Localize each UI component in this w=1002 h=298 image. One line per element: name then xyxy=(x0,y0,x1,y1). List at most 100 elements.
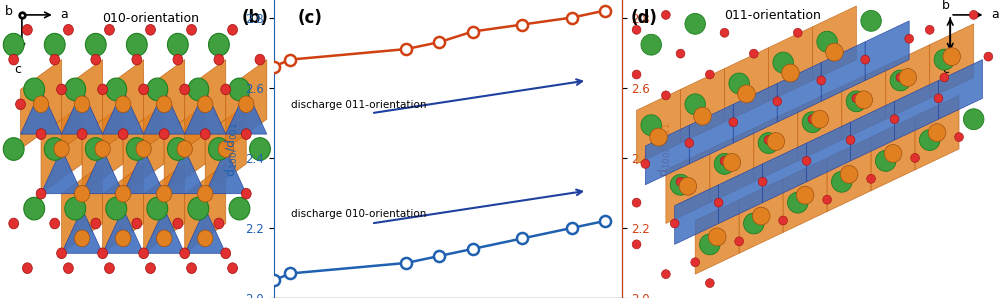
Circle shape xyxy=(54,141,69,157)
Circle shape xyxy=(831,171,851,192)
Circle shape xyxy=(44,33,65,56)
Circle shape xyxy=(208,138,229,160)
Circle shape xyxy=(704,70,713,79)
Circle shape xyxy=(115,96,130,113)
Circle shape xyxy=(131,54,141,65)
Polygon shape xyxy=(102,164,143,253)
Polygon shape xyxy=(20,89,61,134)
Circle shape xyxy=(764,136,773,145)
Circle shape xyxy=(919,130,939,150)
Text: (c): (c) xyxy=(298,9,323,27)
Circle shape xyxy=(131,218,141,229)
Polygon shape xyxy=(61,60,102,149)
Polygon shape xyxy=(806,122,850,182)
Circle shape xyxy=(159,188,169,199)
Circle shape xyxy=(22,263,32,274)
Circle shape xyxy=(179,144,189,154)
Polygon shape xyxy=(61,89,102,134)
Circle shape xyxy=(138,84,148,95)
Text: discharge 011-orientation: discharge 011-orientation xyxy=(291,100,426,110)
Polygon shape xyxy=(20,60,61,149)
Polygon shape xyxy=(61,164,102,253)
Circle shape xyxy=(742,213,764,234)
Circle shape xyxy=(85,138,106,160)
Circle shape xyxy=(33,96,49,113)
Circle shape xyxy=(97,248,107,259)
Circle shape xyxy=(213,54,223,65)
Circle shape xyxy=(172,54,182,65)
Polygon shape xyxy=(41,149,82,194)
Circle shape xyxy=(719,156,728,165)
Polygon shape xyxy=(143,209,184,253)
Circle shape xyxy=(933,94,942,103)
Circle shape xyxy=(208,33,229,56)
Circle shape xyxy=(787,192,808,213)
Circle shape xyxy=(97,84,107,95)
Polygon shape xyxy=(777,63,821,122)
Polygon shape xyxy=(850,101,894,161)
Polygon shape xyxy=(870,116,914,191)
Circle shape xyxy=(50,54,59,65)
Circle shape xyxy=(904,34,913,43)
Circle shape xyxy=(136,141,151,157)
Circle shape xyxy=(898,69,916,86)
Circle shape xyxy=(963,109,983,130)
Circle shape xyxy=(640,34,660,55)
Circle shape xyxy=(227,24,237,35)
Circle shape xyxy=(796,186,813,204)
Circle shape xyxy=(36,129,46,139)
Polygon shape xyxy=(205,104,246,194)
Circle shape xyxy=(631,240,640,249)
Circle shape xyxy=(793,28,802,37)
Circle shape xyxy=(925,25,933,34)
Circle shape xyxy=(3,138,24,160)
Circle shape xyxy=(713,153,734,174)
Circle shape xyxy=(802,112,822,133)
Circle shape xyxy=(707,228,725,246)
Circle shape xyxy=(85,33,106,56)
Circle shape xyxy=(213,218,223,229)
Polygon shape xyxy=(762,143,806,203)
Polygon shape xyxy=(143,164,184,253)
Polygon shape xyxy=(732,83,777,143)
Circle shape xyxy=(748,49,758,58)
Circle shape xyxy=(3,33,24,56)
Circle shape xyxy=(91,54,100,65)
Circle shape xyxy=(778,216,787,225)
Circle shape xyxy=(106,197,126,220)
Circle shape xyxy=(728,118,736,127)
Circle shape xyxy=(241,188,250,199)
Polygon shape xyxy=(644,125,688,185)
Polygon shape xyxy=(205,149,246,194)
Circle shape xyxy=(197,185,212,202)
Circle shape xyxy=(927,124,945,142)
Polygon shape xyxy=(768,27,812,101)
Polygon shape xyxy=(225,89,267,134)
Circle shape xyxy=(197,96,212,113)
Polygon shape xyxy=(812,6,856,80)
Circle shape xyxy=(781,64,799,82)
Circle shape xyxy=(675,49,684,58)
Circle shape xyxy=(177,141,192,157)
Circle shape xyxy=(669,174,690,195)
Circle shape xyxy=(172,218,182,229)
Circle shape xyxy=(825,43,843,61)
Circle shape xyxy=(56,248,66,259)
Circle shape xyxy=(65,78,85,101)
Circle shape xyxy=(145,24,155,35)
Circle shape xyxy=(846,136,854,145)
Polygon shape xyxy=(164,149,205,194)
Circle shape xyxy=(942,48,960,66)
Circle shape xyxy=(860,10,881,31)
Circle shape xyxy=(106,78,126,101)
Polygon shape xyxy=(184,164,225,253)
Polygon shape xyxy=(225,60,267,149)
Circle shape xyxy=(118,188,128,199)
Circle shape xyxy=(227,263,237,274)
Circle shape xyxy=(889,115,898,124)
Circle shape xyxy=(147,78,167,101)
Polygon shape xyxy=(754,107,797,182)
Circle shape xyxy=(16,99,25,110)
Polygon shape xyxy=(709,128,754,203)
Text: b: b xyxy=(4,5,12,18)
